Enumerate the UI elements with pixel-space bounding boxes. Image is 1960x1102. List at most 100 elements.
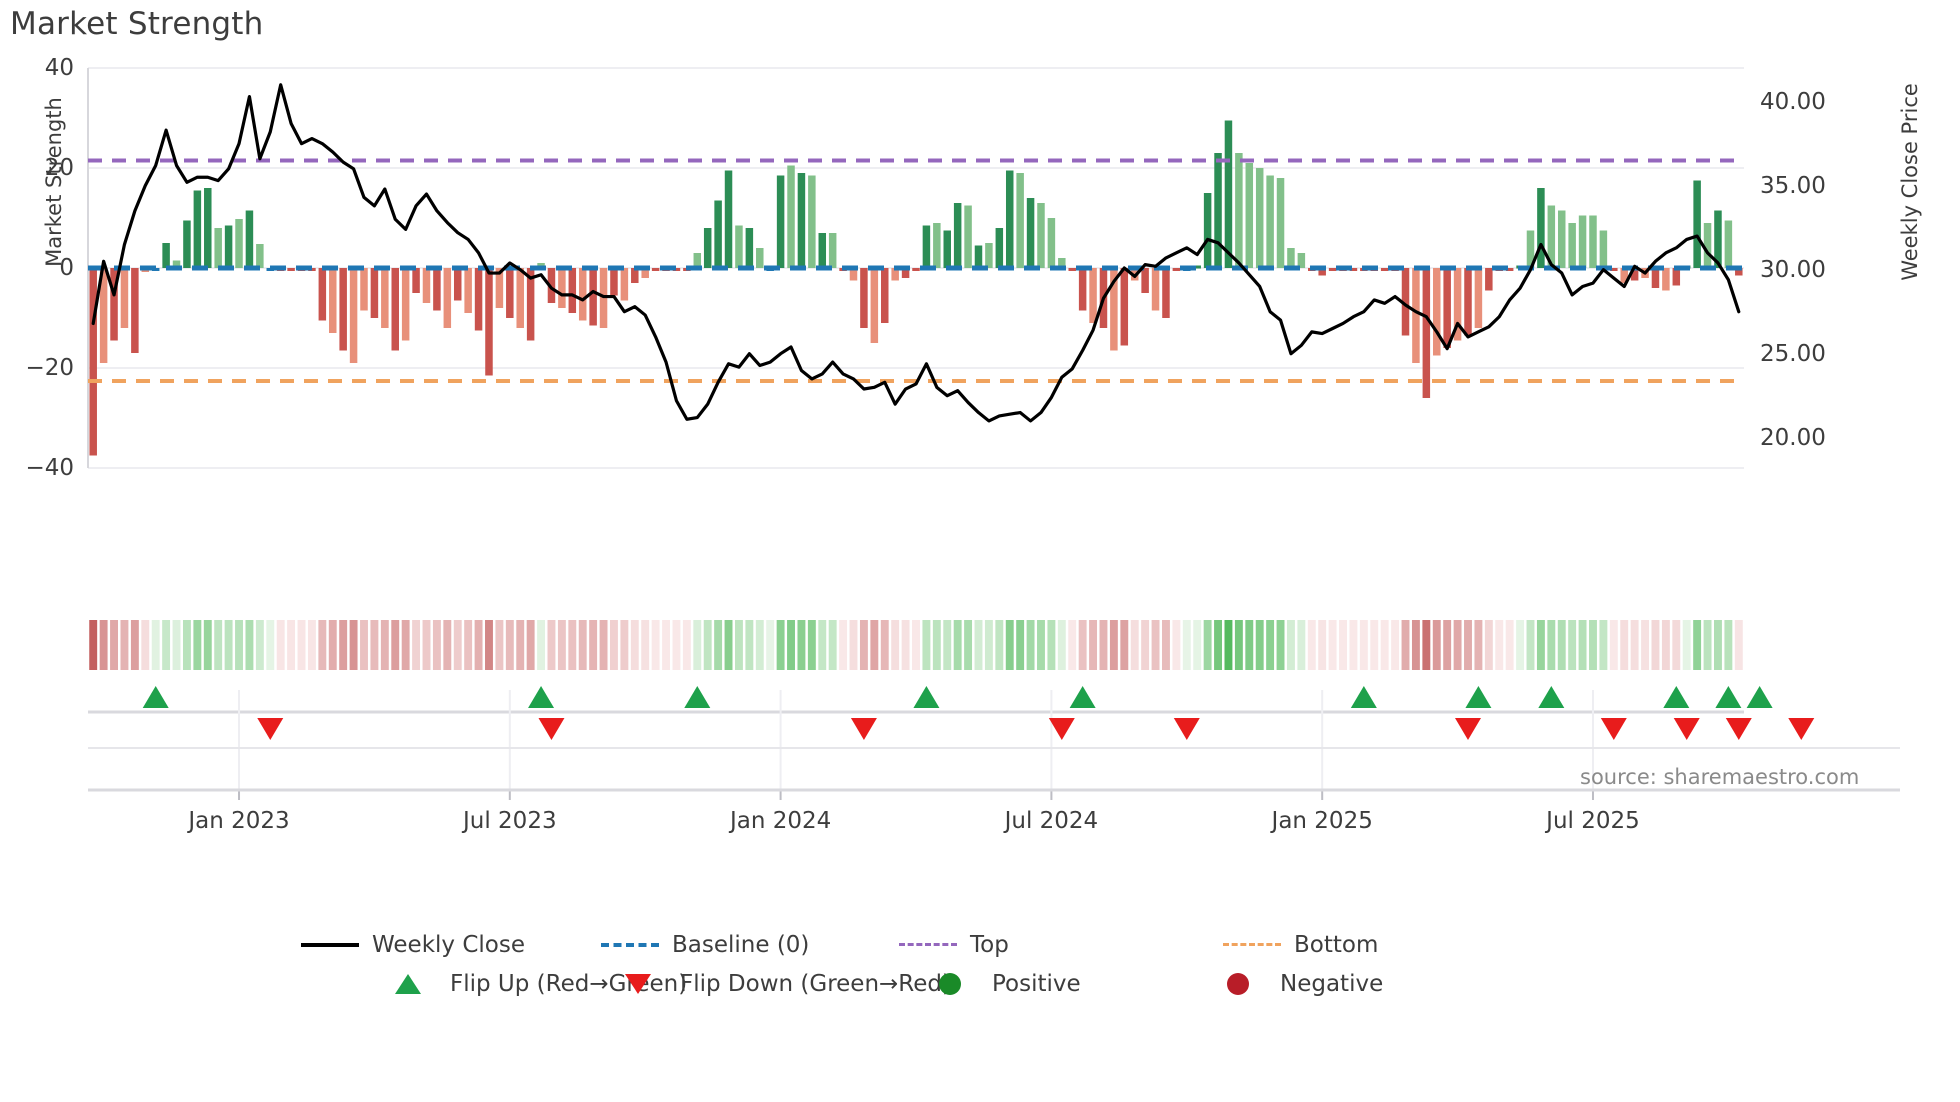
heatmap-cell <box>1661 620 1670 670</box>
flip-up-marker[interactable] <box>1538 686 1565 708</box>
market-strength-bar <box>1245 163 1254 268</box>
heatmap-cell <box>599 620 608 670</box>
heatmap-cell <box>1057 620 1066 670</box>
market-strength-bar <box>422 268 431 303</box>
market-strength-bar <box>485 268 493 376</box>
market-strength-bar <box>110 268 118 341</box>
y-axis-left-tick: −40 <box>25 455 74 481</box>
flip-down-marker[interactable] <box>1455 718 1481 740</box>
heatmap-cell <box>828 620 837 670</box>
heatmap-cell <box>1589 620 1597 670</box>
heatmap-cell <box>1089 620 1098 670</box>
flip-up-marker[interactable] <box>142 686 169 708</box>
flip-down-marker[interactable] <box>1725 718 1752 740</box>
heatmap-cell <box>797 620 806 670</box>
heatmap-cell <box>464 620 473 670</box>
heatmap-cell <box>1526 620 1535 670</box>
heatmap-cell <box>932 620 941 670</box>
market-strength-bar <box>756 248 764 268</box>
heatmap-cell <box>1474 620 1483 670</box>
market-strength-bar <box>1151 268 1160 311</box>
flip-down-marker[interactable] <box>1173 718 1200 740</box>
flip-up-marker[interactable] <box>1746 686 1773 708</box>
flip-up-marker[interactable] <box>1715 686 1742 708</box>
flip-up-marker[interactable] <box>1663 686 1690 708</box>
market-strength-bar <box>1005 170 1014 268</box>
market-strength-bar <box>912 268 920 271</box>
legend-item[interactable]: Baseline (0) <box>600 925 809 964</box>
heatmap-cell <box>1651 620 1660 670</box>
heatmap-cell <box>1193 620 1202 670</box>
heatmap-cell <box>745 620 754 670</box>
heatmap-cell <box>432 620 441 670</box>
heatmap-cell <box>1214 620 1222 670</box>
heatmap-cell <box>1391 620 1400 670</box>
heatmap-cell <box>766 620 775 670</box>
market-strength-bar <box>329 268 337 333</box>
flip-up-marker[interactable] <box>1465 686 1492 708</box>
heatmap-cell <box>172 620 181 670</box>
market-strength-bar <box>204 188 212 268</box>
legend-item[interactable]: Flip Down (Green→Red) <box>608 964 951 1003</box>
heatmap-cell <box>953 620 962 670</box>
heatmap-cell <box>422 620 431 670</box>
legend-item[interactable]: Positive <box>920 964 1081 1003</box>
market-strength-bar <box>589 268 597 326</box>
flip-up-marker[interactable] <box>1069 686 1096 708</box>
market-strength-bar <box>631 268 639 283</box>
flip-up-marker[interactable] <box>684 686 711 708</box>
flip-up-marker[interactable] <box>1350 686 1377 708</box>
heatmap-cell <box>1505 620 1514 670</box>
market-strength-bar <box>1203 193 1212 268</box>
heatmap-cell <box>193 620 202 670</box>
flip-down-marker[interactable] <box>850 718 877 740</box>
flip-down-marker[interactable] <box>1673 718 1700 740</box>
legend-item[interactable]: Bottom <box>1222 925 1378 964</box>
market-strength-bar <box>131 268 139 353</box>
flip-down-marker[interactable] <box>1600 718 1627 740</box>
flip-down-marker[interactable] <box>538 718 565 740</box>
legend-item[interactable]: Negative <box>1208 964 1383 1003</box>
heatmap-cell <box>401 620 410 670</box>
heatmap-cell <box>526 620 535 670</box>
heatmap-cell <box>547 620 556 670</box>
market-strength-bar <box>349 268 358 363</box>
heatmap-cell <box>224 620 233 670</box>
market-strength-bar <box>776 175 785 268</box>
heatmap-cell <box>1714 620 1722 670</box>
market-strength-bar <box>1724 220 1733 268</box>
circle-marker-icon <box>1208 972 1268 996</box>
heatmap-cell <box>1599 620 1608 670</box>
heatmap-cell <box>714 620 723 670</box>
legend-item[interactable]: Top <box>898 925 1009 964</box>
market-strength-bar <box>1016 173 1024 268</box>
triangle-up-icon <box>378 972 438 996</box>
market-strength-bar <box>818 233 827 268</box>
heatmap-cell <box>1516 620 1525 670</box>
heatmap-cell <box>578 620 587 670</box>
flip-down-marker[interactable] <box>1788 718 1815 740</box>
market-strength-bar <box>506 268 514 318</box>
market-strength-bar <box>787 165 795 268</box>
market-strength-bar <box>172 260 181 268</box>
heatmap-cell <box>568 620 577 670</box>
market-strength-bar <box>974 245 983 268</box>
x-axis-tick-label: Jul 2024 <box>1004 808 1099 834</box>
legend-item[interactable]: Weekly Close <box>300 925 525 964</box>
legend-row-markers: Flip Up (Red→Green) Flip Down (Green→Red)… <box>0 964 1960 1003</box>
heatmap-cell <box>214 620 223 670</box>
heatmap-cell <box>662 620 670 670</box>
flip-up-marker[interactable] <box>913 686 940 708</box>
heatmap-cell <box>349 620 358 670</box>
heatmap-cell <box>1016 620 1025 670</box>
heatmap-cell <box>516 620 525 670</box>
heatmap-cell <box>443 620 452 670</box>
market-strength-bar <box>99 268 108 363</box>
flip-down-marker[interactable] <box>1048 718 1075 740</box>
market-strength-bar <box>672 268 681 271</box>
market-strength-bar <box>1037 203 1045 268</box>
y-axis-right-tick: 35.00 <box>1760 172 1826 199</box>
flip-down-marker[interactable] <box>257 718 284 740</box>
flip-up-marker[interactable] <box>528 686 555 708</box>
